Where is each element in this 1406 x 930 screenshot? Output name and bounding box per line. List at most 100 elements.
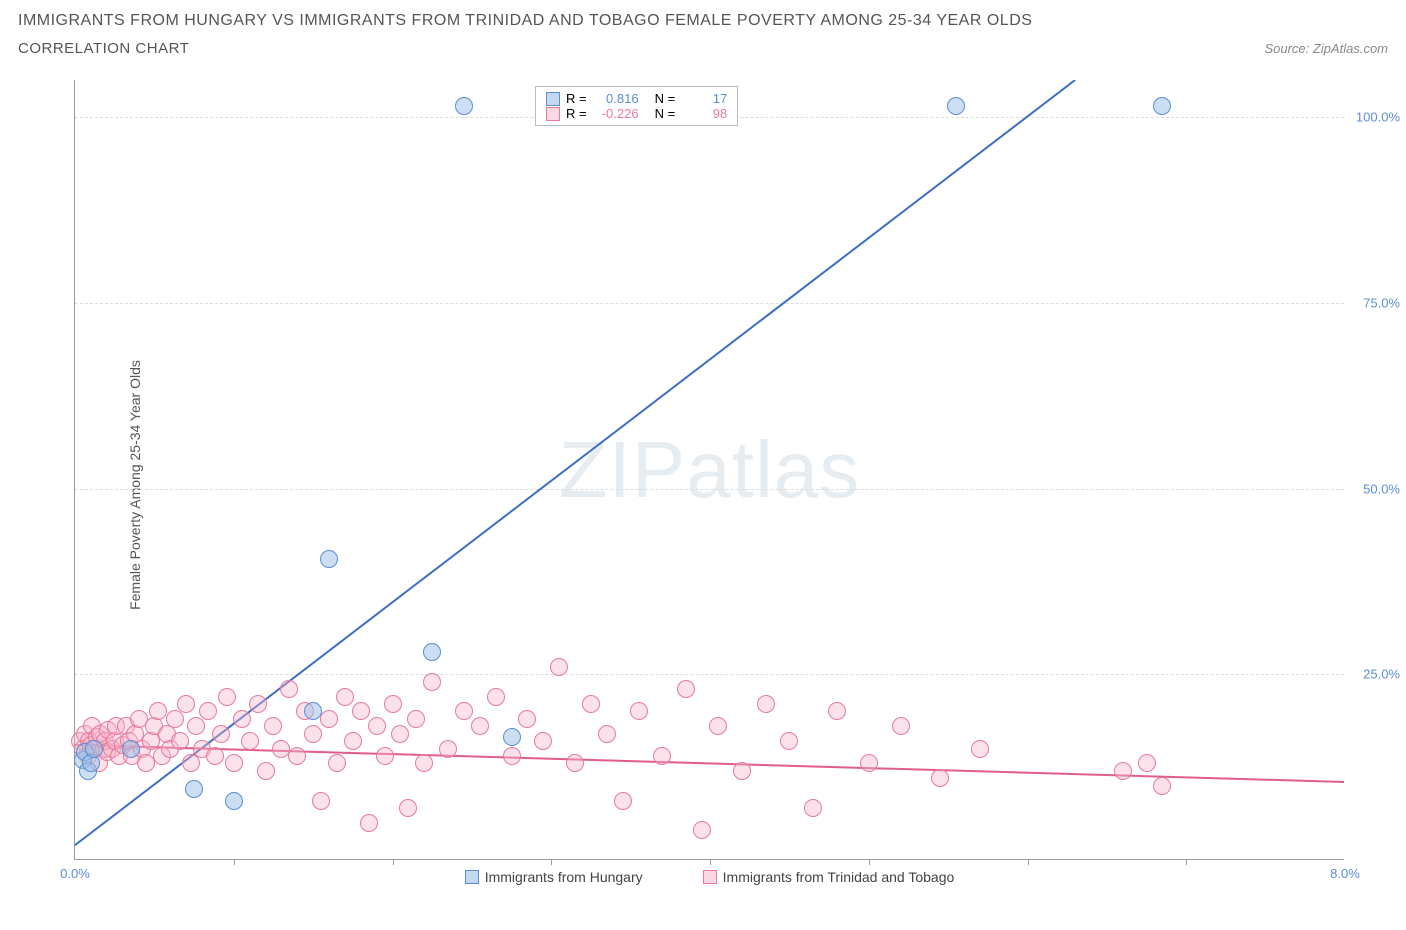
data-point — [630, 702, 648, 720]
data-point — [85, 740, 103, 758]
data-point — [614, 792, 632, 810]
data-point — [185, 780, 203, 798]
data-point — [166, 710, 184, 728]
data-point — [471, 717, 489, 735]
data-point — [336, 688, 354, 706]
x-minor-tick — [234, 859, 235, 865]
data-point — [423, 643, 441, 661]
data-point — [439, 740, 457, 758]
data-point — [892, 717, 910, 735]
x-minor-tick — [710, 859, 711, 865]
x-minor-tick — [551, 859, 552, 865]
r-value: -0.226 — [593, 106, 639, 121]
data-point — [804, 799, 822, 817]
data-point — [971, 740, 989, 758]
n-value: 17 — [681, 91, 727, 106]
legend-swatch-pink — [703, 870, 717, 884]
legend-swatch-blue — [465, 870, 479, 884]
data-point — [320, 710, 338, 728]
data-point — [288, 747, 306, 765]
gridline — [75, 303, 1344, 304]
legend-swatch-pink — [546, 107, 560, 121]
data-point — [391, 725, 409, 743]
data-point — [598, 725, 616, 743]
data-point — [352, 702, 370, 720]
stats-legend-row: R = 0.816 N = 17 — [546, 91, 727, 106]
data-point — [312, 792, 330, 810]
data-point — [582, 695, 600, 713]
plot-area: ZIPatlas Immigrants from Hungary Immigra… — [74, 80, 1344, 860]
data-point — [187, 717, 205, 735]
data-point — [304, 702, 322, 720]
data-point — [384, 695, 402, 713]
r-value: 0.816 — [593, 91, 639, 106]
chart-subtitle: CORRELATION CHART — [18, 40, 189, 57]
x-tick-label: 8.0% — [1330, 866, 1360, 881]
data-point — [368, 717, 386, 735]
data-point — [693, 821, 711, 839]
data-point — [828, 702, 846, 720]
n-label: N = — [655, 106, 676, 121]
data-point — [709, 717, 727, 735]
watermark: ZIPatlas — [559, 424, 860, 516]
data-point — [199, 702, 217, 720]
data-point — [757, 695, 775, 713]
data-point — [225, 792, 243, 810]
data-point — [534, 732, 552, 750]
data-point — [455, 97, 473, 115]
gridline — [75, 489, 1344, 490]
data-point — [212, 725, 230, 743]
data-point — [1153, 97, 1171, 115]
data-point — [399, 799, 417, 817]
n-label: N = — [655, 91, 676, 106]
data-point — [931, 769, 949, 787]
r-label: R = — [566, 106, 587, 121]
chart-container: Female Poverty Among 25-34 Year Olds ZIP… — [54, 80, 1384, 890]
data-point — [206, 747, 224, 765]
stats-legend-row: R = -0.226 N = 98 — [546, 106, 727, 121]
data-point — [455, 702, 473, 720]
legend-label-trinidad: Immigrants from Trinidad and Tobago — [723, 869, 955, 885]
data-point — [566, 754, 584, 772]
bottom-legend: Immigrants from Hungary Immigrants from … — [75, 869, 1344, 885]
data-point — [653, 747, 671, 765]
data-point — [503, 747, 521, 765]
data-point — [233, 710, 251, 728]
y-tick-label: 75.0% — [1363, 295, 1400, 310]
data-point — [225, 754, 243, 772]
source-label: Source: ZipAtlas.com — [1264, 41, 1388, 56]
data-point — [780, 732, 798, 750]
x-minor-tick — [869, 859, 870, 865]
x-tick-label: 0.0% — [60, 866, 90, 881]
legend-swatch-blue — [546, 92, 560, 106]
data-point — [733, 762, 751, 780]
data-point — [360, 814, 378, 832]
x-minor-tick — [1186, 859, 1187, 865]
data-point — [218, 688, 236, 706]
data-point — [122, 740, 140, 758]
n-value: 98 — [681, 106, 727, 121]
data-point — [241, 732, 259, 750]
data-point — [328, 754, 346, 772]
data-point — [860, 754, 878, 772]
data-point — [264, 717, 282, 735]
x-minor-tick — [1028, 859, 1029, 865]
data-point — [280, 680, 298, 698]
legend-label-hungary: Immigrants from Hungary — [485, 869, 643, 885]
data-point — [503, 728, 521, 746]
y-tick-label: 25.0% — [1363, 667, 1400, 682]
data-point — [249, 695, 267, 713]
data-point — [320, 550, 338, 568]
data-point — [1153, 777, 1171, 795]
data-point — [407, 710, 425, 728]
data-point — [487, 688, 505, 706]
data-point — [423, 673, 441, 691]
legend-item-trinidad: Immigrants from Trinidad and Tobago — [703, 869, 955, 885]
r-label: R = — [566, 91, 587, 106]
stats-legend: R = 0.816 N = 17 R = -0.226 N = 98 — [535, 86, 738, 126]
y-tick-label: 50.0% — [1363, 481, 1400, 496]
x-minor-tick — [393, 859, 394, 865]
data-point — [677, 680, 695, 698]
data-point — [171, 732, 189, 750]
data-point — [182, 754, 200, 772]
